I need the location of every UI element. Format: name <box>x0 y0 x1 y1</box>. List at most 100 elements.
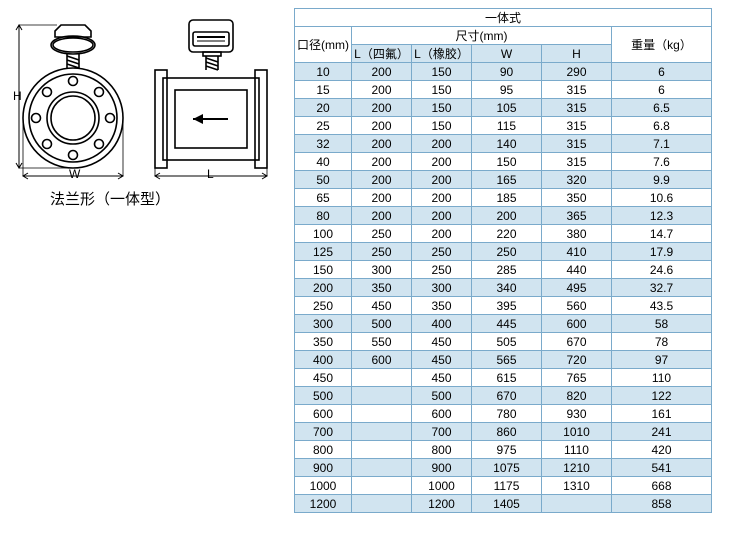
cell-l1: 200 <box>352 207 412 225</box>
cell-w: 445 <box>472 315 542 333</box>
cell-l1: 300 <box>352 261 412 279</box>
cell-w: 860 <box>472 423 542 441</box>
cell-h: 820 <box>542 387 612 405</box>
hdr-w: W <box>472 45 542 63</box>
cell-l2: 250 <box>412 261 472 279</box>
dim-label-l: L <box>207 167 214 180</box>
cell-wt: 122 <box>612 387 712 405</box>
cell-wt: 420 <box>612 441 712 459</box>
cell-wt: 858 <box>612 495 712 513</box>
cell-w: 115 <box>472 117 542 135</box>
cell-w: 395 <box>472 297 542 315</box>
cell-l2: 200 <box>412 153 472 171</box>
cell-wt: 58 <box>612 315 712 333</box>
cell-dia: 80 <box>295 207 352 225</box>
table-row: 252001501153156.8 <box>295 117 712 135</box>
cell-wt: 110 <box>612 369 712 387</box>
cell-l2: 700 <box>412 423 472 441</box>
cell-l1: 350 <box>352 279 412 297</box>
cell-w: 780 <box>472 405 542 423</box>
cell-h: 315 <box>542 117 612 135</box>
cell-l2: 200 <box>412 225 472 243</box>
cell-dia: 900 <box>295 459 352 477</box>
table-row: 35055045050567078 <box>295 333 712 351</box>
side-view-svg: L <box>143 10 278 180</box>
cell-wt: 17.9 <box>612 243 712 261</box>
cell-w: 565 <box>472 351 542 369</box>
cell-l1: 200 <box>352 117 412 135</box>
cell-l1: 550 <box>352 333 412 351</box>
cell-l2: 150 <box>412 63 472 81</box>
cell-l2: 200 <box>412 189 472 207</box>
cell-w: 1405 <box>472 495 542 513</box>
table-row: 12525025025041017.9 <box>295 243 712 261</box>
cell-h: 495 <box>542 279 612 297</box>
cell-w: 975 <box>472 441 542 459</box>
cell-dia: 350 <box>295 333 352 351</box>
cell-l2: 600 <box>412 405 472 423</box>
cell-wt: 241 <box>612 423 712 441</box>
cell-wt: 7.1 <box>612 135 712 153</box>
cell-h: 315 <box>542 153 612 171</box>
cell-dia: 1000 <box>295 477 352 495</box>
hdr-dim-group: 尺寸(mm) <box>352 27 612 45</box>
cell-l2: 200 <box>412 171 472 189</box>
cell-l1: 200 <box>352 81 412 99</box>
cell-l2: 200 <box>412 207 472 225</box>
cell-dia: 500 <box>295 387 352 405</box>
table-row: 40060045056572097 <box>295 351 712 369</box>
table-row: 402002001503157.6 <box>295 153 712 171</box>
cell-w: 105 <box>472 99 542 117</box>
front-view-svg: H W <box>13 10 133 180</box>
cell-h: 440 <box>542 261 612 279</box>
cell-dia: 25 <box>295 117 352 135</box>
cell-dia: 32 <box>295 135 352 153</box>
cell-dia: 400 <box>295 351 352 369</box>
cell-w: 505 <box>472 333 542 351</box>
cell-w: 670 <box>472 387 542 405</box>
cell-w: 140 <box>472 135 542 153</box>
cell-w: 220 <box>472 225 542 243</box>
cell-h: 600 <box>542 315 612 333</box>
cell-dia: 300 <box>295 315 352 333</box>
cell-dia: 250 <box>295 297 352 315</box>
cell-dia: 800 <box>295 441 352 459</box>
cell-h: 410 <box>542 243 612 261</box>
cell-dia: 450 <box>295 369 352 387</box>
cell-w: 285 <box>472 261 542 279</box>
cell-dia: 200 <box>295 279 352 297</box>
cell-l1 <box>352 477 412 495</box>
cell-w: 95 <box>472 81 542 99</box>
cell-wt: 6 <box>612 81 712 99</box>
cell-w: 185 <box>472 189 542 207</box>
cell-wt: 9.9 <box>612 171 712 189</box>
cell-wt: 6.5 <box>612 99 712 117</box>
cell-l1: 200 <box>352 153 412 171</box>
cell-h: 365 <box>542 207 612 225</box>
cell-wt: 78 <box>612 333 712 351</box>
cell-l1: 200 <box>352 135 412 153</box>
cell-l2: 450 <box>412 351 472 369</box>
cell-l2: 150 <box>412 117 472 135</box>
cell-wt: 97 <box>612 351 712 369</box>
cell-wt: 43.5 <box>612 297 712 315</box>
cell-wt: 32.7 <box>612 279 712 297</box>
cell-wt: 541 <box>612 459 712 477</box>
spec-table: 一体式 口径(mm) 尺寸(mm) 重量（kg） L（四氟） L（橡胶） W H… <box>294 8 712 513</box>
cell-l2: 500 <box>412 387 472 405</box>
cell-h: 720 <box>542 351 612 369</box>
cell-w: 1075 <box>472 459 542 477</box>
hdr-l-ptfe: L（四氟） <box>352 45 412 63</box>
cell-l1: 500 <box>352 315 412 333</box>
cell-l1 <box>352 459 412 477</box>
cell-h: 315 <box>542 99 612 117</box>
cell-l1 <box>352 495 412 513</box>
hdr-l-rubber: L（橡胶） <box>412 45 472 63</box>
cell-h: 380 <box>542 225 612 243</box>
hdr-diameter: 口径(mm) <box>295 27 352 63</box>
cell-h: 670 <box>542 333 612 351</box>
cell-dia: 700 <box>295 423 352 441</box>
cell-dia: 15 <box>295 81 352 99</box>
diagram-caption: 法兰形（一体型） <box>5 188 289 209</box>
cell-l2: 300 <box>412 279 472 297</box>
